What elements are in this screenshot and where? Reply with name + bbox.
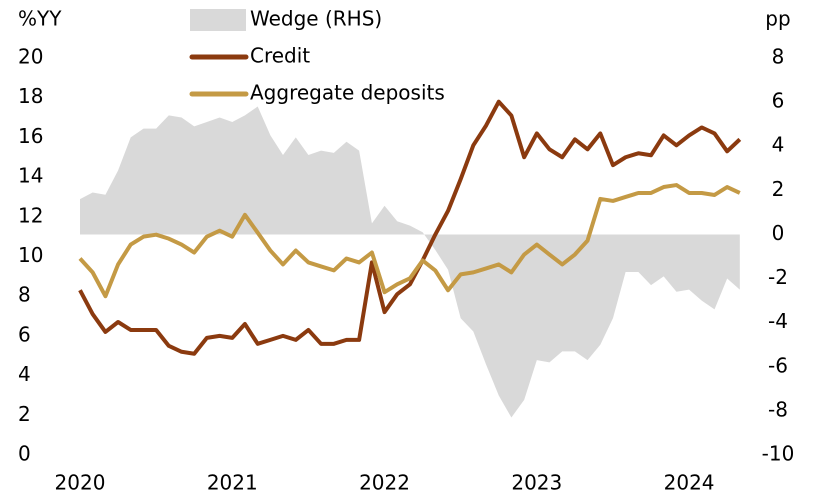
y-tick-label: 14	[18, 164, 43, 188]
y-tick-label: 2	[18, 402, 31, 426]
y-tick-label: 16	[18, 124, 43, 148]
line	[78, 183, 741, 299]
legend-swatch	[190, 9, 246, 31]
area	[80, 106, 740, 418]
y-tick-label: 20	[18, 45, 43, 69]
y-tick-label: 18	[18, 84, 43, 108]
y2-tick-label: -2	[768, 265, 788, 289]
y2-axis-label: pp	[765, 7, 790, 31]
y-tick-label: 4	[18, 362, 31, 386]
y2-tick-label: -4	[768, 309, 788, 333]
y2-tick-label: 4	[772, 133, 785, 157]
x-tick-label: 2021	[207, 471, 258, 495]
y2-tick-label: 0	[772, 221, 785, 245]
y-tick-label: 6	[18, 322, 31, 346]
y-tick-label: 12	[18, 203, 43, 227]
x-tick-label: 2023	[511, 471, 562, 495]
legend-label: Aggregate deposits	[250, 81, 445, 105]
y2-tick-label: -10	[762, 442, 795, 466]
legend-label: Wedge (RHS)	[250, 7, 382, 31]
y-axis-label: %YY	[18, 7, 62, 31]
y2-tick-label: -6	[768, 353, 788, 377]
x-tick-label: 2022	[359, 471, 410, 495]
y2-tick-label: 6	[772, 89, 785, 113]
legend-label: Credit	[250, 44, 310, 68]
y-tick-label: 8	[18, 283, 31, 307]
x-tick-label: 2024	[664, 471, 715, 495]
y2-tick-label: 8	[772, 45, 785, 69]
y2-tick-label: 2	[772, 177, 785, 201]
y2-tick-label: -8	[768, 397, 788, 421]
line	[78, 99, 742, 356]
x-tick-label: 2020	[55, 471, 106, 495]
y-tick-label: 10	[18, 243, 43, 267]
y-tick-label: 0	[18, 442, 31, 466]
